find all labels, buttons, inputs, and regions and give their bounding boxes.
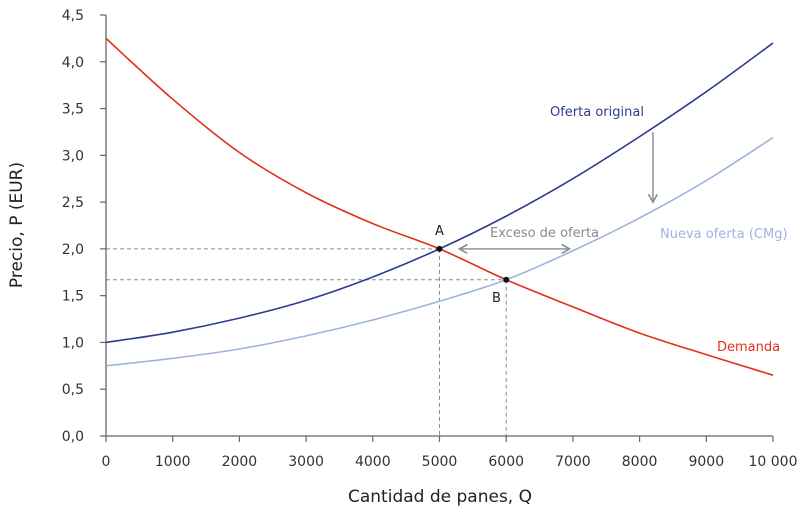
curve-label-supply-new: Nueva oferta (CMg) [660, 227, 788, 242]
equilibrium-points [436, 245, 510, 283]
y-tick-label: 0,5 [62, 382, 84, 398]
x-tick-label: 3000 [288, 454, 324, 470]
x-tick-label: 7000 [555, 454, 591, 470]
x-tick-label: 2000 [222, 454, 258, 470]
x-tick-label: 4000 [355, 454, 391, 470]
y-tick-label: 1,5 [62, 289, 84, 305]
point-b [503, 276, 510, 283]
curve-label-supply-original: Oferta original [550, 105, 644, 120]
x-tick-label: 9000 [688, 454, 724, 470]
curve-nueva-oferta-cmg- [105, 136, 774, 367]
y-tick-label: 4,0 [62, 55, 84, 71]
y-tick-label: 1,0 [62, 335, 84, 351]
x-tick-label: 6000 [488, 454, 524, 470]
y-tick-label: 2,5 [62, 195, 84, 211]
curve-label-demand: Demanda [717, 340, 780, 355]
curve-demanda [105, 37, 774, 376]
curves [105, 37, 774, 376]
point-a [436, 245, 443, 252]
y-tick-label: 2,0 [62, 242, 84, 258]
x-tick-label: 8000 [622, 454, 658, 470]
x-tick-label: 1000 [155, 454, 191, 470]
axes: 0,0 0,5 1,0 1,5 2,0 2,5 3,0 3,5 4,0 4,5 0 1000 2000 3… [62, 8, 798, 470]
excess-supply-label: Exceso de oferta [490, 226, 599, 241]
curve-oferta-original [105, 42, 774, 344]
x-tick-label: 10 000 [749, 454, 798, 470]
dashed-guide-lines [106, 248, 507, 436]
point-label-a: A [435, 224, 444, 239]
y-tick-label: 3,0 [62, 148, 84, 164]
x-axis-title: Cantidad de panes, Q [348, 487, 532, 507]
point-label-b: B [492, 291, 501, 306]
y-tick-label: 0,0 [62, 429, 84, 445]
y-tick-label: 3,5 [62, 102, 84, 118]
x-tick-label: 5000 [422, 454, 458, 470]
y-axis-title: Precio, P (EUR) [7, 162, 27, 288]
annotations [457, 131, 659, 255]
x-tick-label: 0 [102, 454, 111, 470]
y-tick-label: 4,5 [62, 8, 84, 24]
